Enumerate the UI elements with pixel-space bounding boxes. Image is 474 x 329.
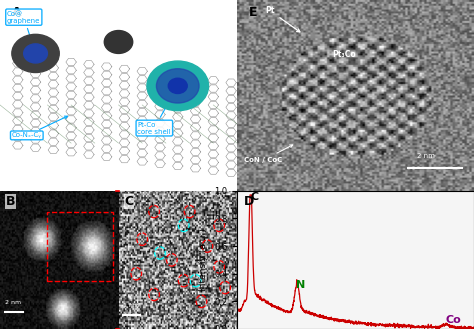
Text: C: C xyxy=(124,195,134,208)
Circle shape xyxy=(147,61,209,111)
Text: Pt₃Co: Pt₃Co xyxy=(332,50,356,59)
Text: 2 nm: 2 nm xyxy=(5,300,21,305)
Text: E: E xyxy=(213,193,219,202)
Text: N: N xyxy=(296,280,306,290)
Circle shape xyxy=(104,31,133,53)
Text: D: D xyxy=(244,195,255,208)
Text: Pt: Pt xyxy=(265,6,300,32)
Text: Co-Nₓ-Cᵧ: Co-Nₓ-Cᵧ xyxy=(12,116,67,139)
Circle shape xyxy=(156,69,199,103)
Text: 2 nm: 2 nm xyxy=(417,153,435,159)
Text: Pt-Co
core shell: Pt-Co core shell xyxy=(137,89,176,135)
Circle shape xyxy=(168,78,187,93)
Bar xyxy=(47,212,113,281)
Text: 1 nm: 1 nm xyxy=(123,303,139,308)
Text: Co: Co xyxy=(446,315,461,325)
Text: E: E xyxy=(249,6,257,19)
Circle shape xyxy=(12,34,59,72)
Y-axis label: Intensiy (a.u.): Intensiy (a.u.) xyxy=(200,228,209,291)
Text: A: A xyxy=(12,6,21,19)
Text: C: C xyxy=(250,192,258,202)
Text: CoN / CoC: CoN / CoC xyxy=(244,145,292,163)
Circle shape xyxy=(24,44,47,63)
Text: Co@
graphene: Co@ graphene xyxy=(7,11,40,50)
Text: B: B xyxy=(6,195,16,208)
